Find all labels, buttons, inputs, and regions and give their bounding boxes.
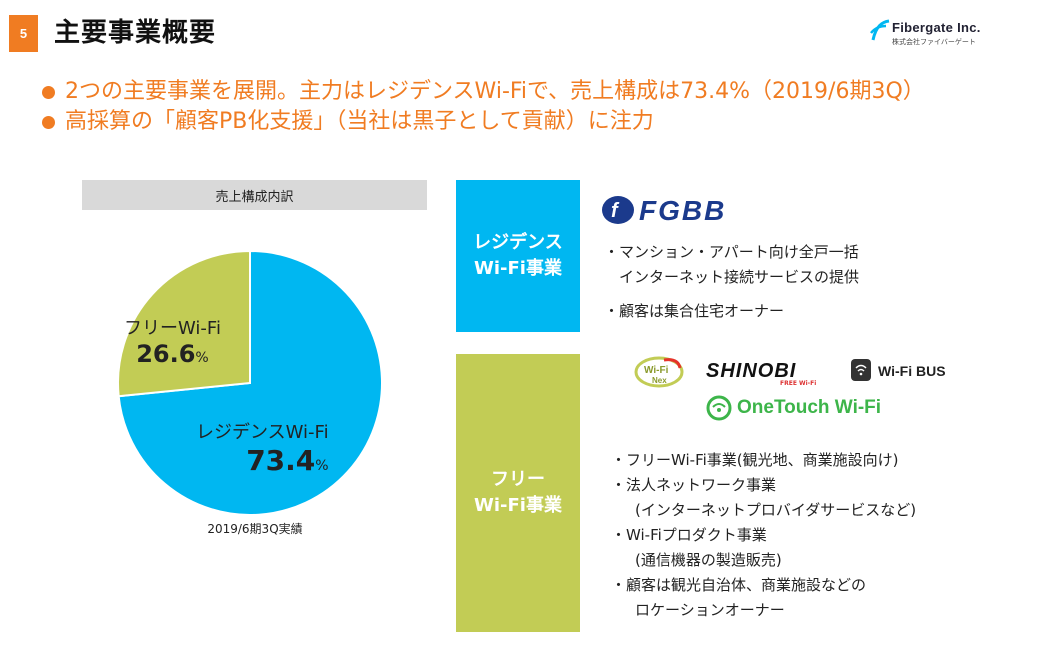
fibergate-logo-icon <box>870 19 890 41</box>
bullet-dot-icon <box>42 115 55 129</box>
desc-line: ・Wi-Fiプロダクト事業 <box>611 526 767 544</box>
bullet-item: 高採算の「顧客PB化支援」（当社は黒子として貢献）に注力 <box>42 107 925 137</box>
box-line: レジデンス <box>473 232 563 253</box>
company-logo: Fibergate Inc. 株式会社ファイバーゲート <box>870 18 1020 48</box>
pie-slice-free <box>117 249 251 398</box>
svg-text:Nex: Nex <box>652 376 667 385</box>
box-line: フリー <box>491 469 545 490</box>
pie-label-free: フリーWi-Fi 26.6% <box>124 314 221 368</box>
pie-label-value: 26.6% <box>124 340 221 368</box>
pie-label-value: 73.4% <box>196 444 329 477</box>
desc-line: (インターネットプロバイダサービスなど) <box>635 501 917 519</box>
bullet-text: 高採算の「顧客PB化支援」（当社は黒子として貢献）に注力 <box>65 109 654 134</box>
page-number: 5 <box>9 15 38 52</box>
pie-label-residence: レジデンスWi-Fi 73.4% <box>196 418 329 477</box>
bus-icon <box>851 359 871 381</box>
pie-caption: 2019/6期3Q実績 <box>207 522 303 536</box>
page-title: 主要事業概要 <box>54 18 217 48</box>
residence-description: ・マンション・アパート向け全戸一括 インターネット接続サービスの提供 ・顧客は集… <box>604 240 859 324</box>
svg-text:f: f <box>611 200 620 222</box>
wifibus-logo: Wi-Fi BUS <box>850 358 946 384</box>
desc-line: ・顧客は観光自治体、商業施設などの <box>611 576 867 594</box>
bullet-text: 2つの主要事業を展開。主力はレジデンスWi-Fiで、売上構成は73.4%（201… <box>65 79 925 104</box>
fgbb-logo: f FGBB <box>601 193 771 231</box>
wifibus-text: Wi-Fi BUS <box>878 363 946 379</box>
desc-line: インターネット接続サービスの提供 <box>604 268 860 286</box>
fgbb-logo-icon: f FGBB <box>602 195 726 226</box>
desc-line: ロケーションオーナー <box>635 601 785 619</box>
bullet-item: 2つの主要事業を展開。主力はレジデンスWi-Fiで、売上構成は73.4%（201… <box>42 77 925 107</box>
onetouch-logo: OneTouch Wi-Fi <box>706 395 881 421</box>
residence-business-box: レジデンス Wi-Fi事業 <box>456 180 580 332</box>
box-line: Wi-Fi事業 <box>474 258 562 279</box>
box-line: Wi-Fi事業 <box>474 495 562 516</box>
desc-line: ・法人ネットワーク事業 <box>611 476 777 494</box>
svg-text:Wi-Fi: Wi-Fi <box>644 365 669 376</box>
free-wifi-description: ・フリーWi-Fi事業(観光地、商業施設向け) ・法人ネットワーク事業 (インタ… <box>611 448 916 623</box>
wifinex-logo-icon: Wi-Fi Nex <box>634 356 684 388</box>
free-wifi-business-box: フリー Wi-Fi事業 <box>456 354 580 632</box>
pie-header: 売上構成内訳 <box>82 180 427 210</box>
desc-line: (通信機器の製造販売) <box>635 551 782 569</box>
pie-label-name: フリーWi-Fi <box>124 318 221 339</box>
summary-bullets: 2つの主要事業を展開。主力はレジデンスWi-Fiで、売上構成は73.4%（201… <box>42 77 925 137</box>
revenue-pie-chart <box>117 249 383 516</box>
pie-value-number: 26.6 <box>136 340 196 368</box>
onetouch-wifi-icon <box>706 395 732 421</box>
desc-line: ・顧客は集合住宅オーナー <box>604 302 785 320</box>
pie-label-name: レジデンスWi-Fi <box>196 422 329 443</box>
fgbb-brand-text: FGBB <box>639 195 726 226</box>
bullet-dot-icon <box>42 85 55 99</box>
pie-value-unit: % <box>195 350 209 366</box>
wifinex-logo: Wi-Fi Nex <box>634 356 684 392</box>
company-name: Fibergate Inc. <box>892 20 981 35</box>
onetouch-text: OneTouch Wi-Fi <box>737 397 882 418</box>
company-subname: 株式会社ファイバーゲート <box>892 38 976 46</box>
pie-value-number: 73.4 <box>246 444 316 477</box>
desc-line: ・マンション・アパート向け全戸一括 <box>604 243 859 261</box>
shinobi-subtext: FREE Wi-Fi <box>780 380 817 387</box>
desc-line: ・フリーWi-Fi事業(観光地、商業施設向け) <box>611 451 899 469</box>
pie-value-unit: % <box>315 458 329 474</box>
shinobi-logo: SHINOBI <box>706 360 797 382</box>
